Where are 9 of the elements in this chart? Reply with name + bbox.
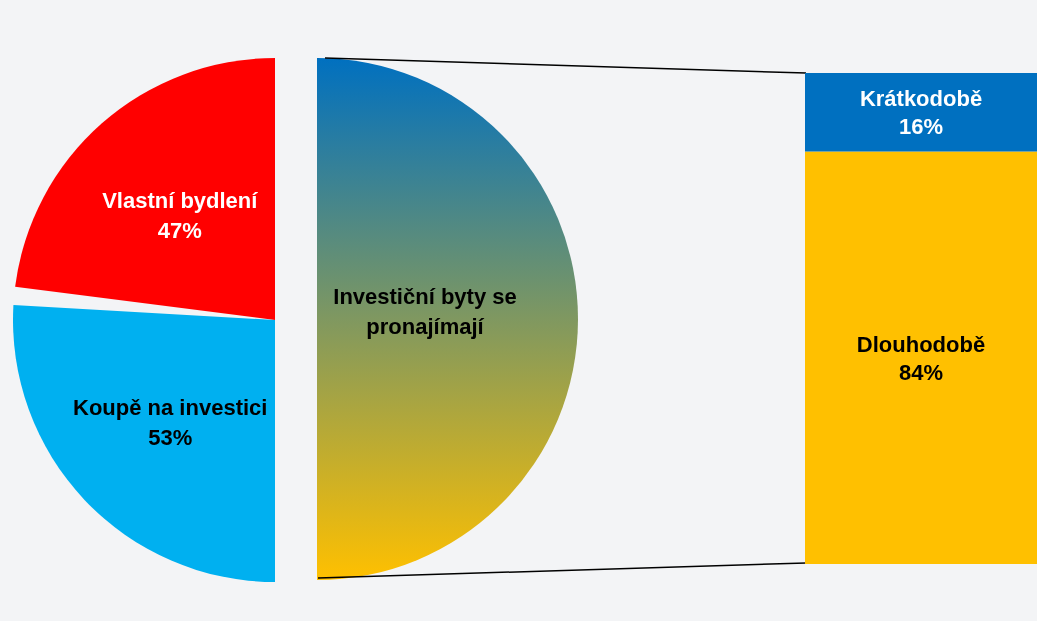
- data-label: 16%: [898, 114, 944, 140]
- data-label: 53%: [148, 424, 193, 450]
- data-label: 84%: [898, 359, 944, 385]
- slice-label: Koupě na investici: [73, 394, 268, 420]
- text: Investiční byty se pronajímají: [332, 283, 518, 341]
- series-label: Krátkodobě: [859, 86, 983, 112]
- series-label: Dlouhodobě: [856, 331, 986, 357]
- data-label: 47%: [157, 217, 202, 243]
- slice-label: Vlastní bydlení: [102, 187, 259, 213]
